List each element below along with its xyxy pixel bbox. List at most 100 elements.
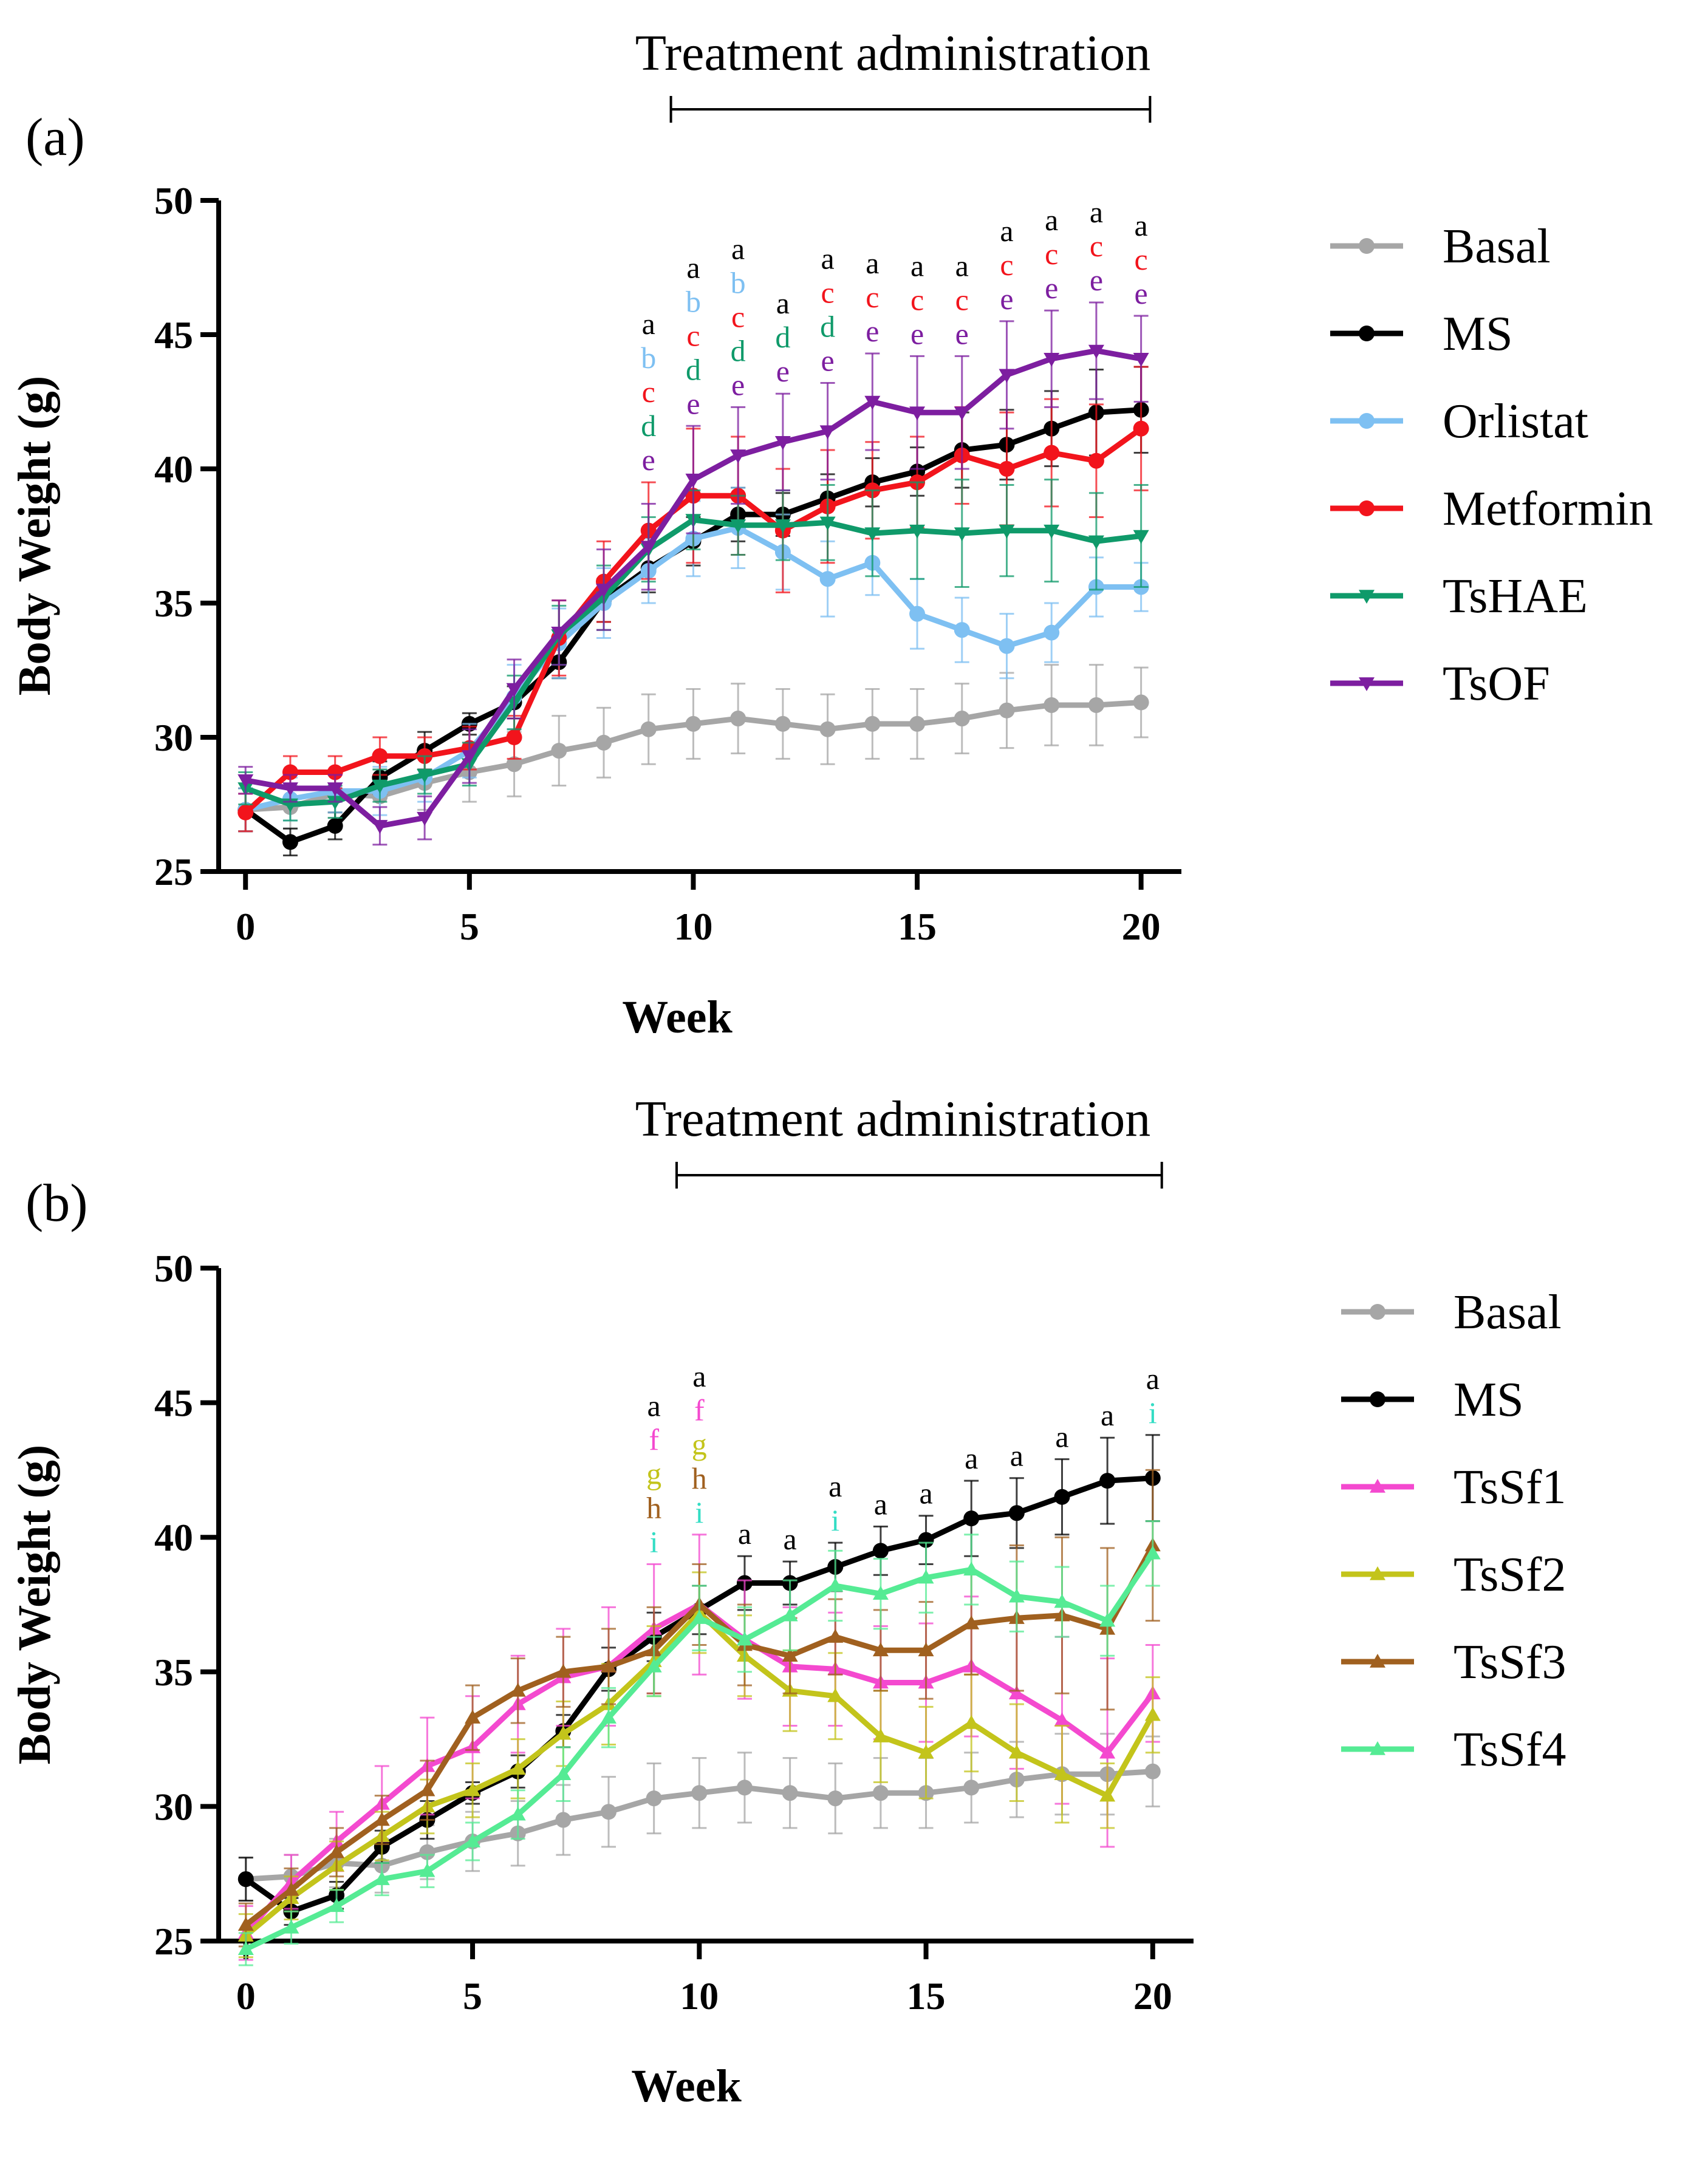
data-point xyxy=(1088,697,1104,713)
data-point xyxy=(827,1688,844,1702)
data-point xyxy=(1133,694,1149,711)
data-point xyxy=(909,715,926,732)
data-point xyxy=(1133,530,1149,544)
significance-letter: d xyxy=(731,333,746,367)
significance-letter: a xyxy=(874,1487,887,1521)
data-point xyxy=(327,764,343,780)
data-point xyxy=(237,804,254,821)
significance-letter: b xyxy=(641,341,656,375)
legend-label: TsHAE xyxy=(1443,570,1588,623)
legend-item-orlistat: Orlistat xyxy=(1330,395,1588,448)
legend-item-tsof: TsOF xyxy=(1330,657,1550,711)
legend-item-metformin: Metformin xyxy=(1330,482,1653,536)
significance-letter: e xyxy=(1000,282,1013,316)
legend-marker xyxy=(1370,1654,1385,1668)
data-point xyxy=(827,1629,844,1643)
data-point xyxy=(864,715,881,732)
data-point xyxy=(730,519,746,533)
significance-letter: a xyxy=(866,246,879,280)
data-point xyxy=(1088,452,1104,469)
x-tick-label: 5 xyxy=(460,905,479,948)
significance-letter: f xyxy=(694,1393,705,1427)
series-basal xyxy=(237,1733,1161,1902)
significance-letter: e xyxy=(686,386,700,420)
significance-letter: e xyxy=(1045,271,1058,305)
significance-letter: a xyxy=(910,248,924,282)
legend-marker xyxy=(1359,238,1375,254)
data-point xyxy=(237,1941,254,1956)
data-point xyxy=(601,1804,617,1820)
significance-letter: g xyxy=(692,1427,707,1461)
x-axis-title: Week xyxy=(622,992,733,1043)
x-tick-label: 15 xyxy=(898,905,937,948)
x-tick-label: 5 xyxy=(463,1974,482,2018)
data-point xyxy=(954,622,970,638)
data-point xyxy=(1008,1505,1025,1521)
legend-label: Basal xyxy=(1443,220,1551,273)
data-point xyxy=(1099,1744,1116,1759)
significance-letter: a xyxy=(1055,1420,1068,1454)
significance-letter: c xyxy=(686,318,700,352)
legend-marker xyxy=(1370,1566,1385,1580)
significance-letter: g xyxy=(646,1457,661,1491)
legend-marker xyxy=(1370,1741,1385,1755)
data-point xyxy=(963,1510,980,1527)
significance-letter: a xyxy=(1101,1398,1114,1432)
data-point xyxy=(774,715,791,732)
data-point xyxy=(736,1779,753,1796)
data-point xyxy=(372,779,388,794)
data-point xyxy=(506,729,522,745)
data-point xyxy=(954,711,970,727)
data-point xyxy=(1008,1588,1025,1603)
significance-letter: a xyxy=(686,250,700,284)
data-point xyxy=(465,1710,481,1724)
significance-letter: d xyxy=(641,409,656,443)
legend-marker xyxy=(1359,500,1375,516)
y-tick-label: 40 xyxy=(154,448,193,491)
data-point xyxy=(461,750,477,764)
data-point xyxy=(1133,420,1149,437)
data-point xyxy=(918,1642,934,1657)
legend-item-ms: MS xyxy=(1330,307,1513,361)
data-point xyxy=(1088,344,1104,359)
legend-item-basal: Basal xyxy=(1330,220,1551,273)
data-point xyxy=(685,715,702,732)
data-point xyxy=(963,1779,980,1796)
data-point xyxy=(1144,1707,1161,1721)
significance-letter: a xyxy=(1010,1439,1023,1473)
data-point xyxy=(827,1577,844,1592)
data-point xyxy=(827,1790,844,1807)
data-point xyxy=(872,1543,889,1559)
data-point xyxy=(551,743,567,759)
data-point xyxy=(736,1631,753,1646)
data-point xyxy=(282,782,298,796)
data-point xyxy=(1099,1612,1116,1627)
y-tick-label: 50 xyxy=(154,179,193,222)
legend-item-tssf4: TsSf4 xyxy=(1341,1723,1566,1776)
legend-label: Basal xyxy=(1454,1286,1562,1339)
data-point xyxy=(646,1658,662,1673)
legend-label: TsSf3 xyxy=(1454,1636,1566,1689)
data-point xyxy=(551,626,567,641)
data-point xyxy=(374,1812,390,1826)
data-point xyxy=(372,820,388,834)
data-point xyxy=(555,1663,572,1678)
significance-letter: b xyxy=(731,265,746,299)
data-point xyxy=(685,473,702,488)
data-point xyxy=(782,1785,798,1801)
panel-b: (b) Treatment administration 25 30 35 40 45 50 0… xyxy=(9,1091,1566,2112)
data-point xyxy=(999,702,1015,718)
significance-letter: c xyxy=(731,299,745,333)
significance-letter: i xyxy=(831,1503,839,1537)
data-point xyxy=(999,524,1015,539)
x-tick-label: 10 xyxy=(674,905,712,948)
data-point xyxy=(329,1898,345,1912)
data-point xyxy=(999,461,1015,477)
significance-letter: c xyxy=(866,280,879,314)
significance-letter: d xyxy=(820,310,835,344)
significance-letter: c xyxy=(910,282,924,316)
significance-letter: a xyxy=(1000,214,1013,248)
significance-letter: c xyxy=(642,375,655,409)
